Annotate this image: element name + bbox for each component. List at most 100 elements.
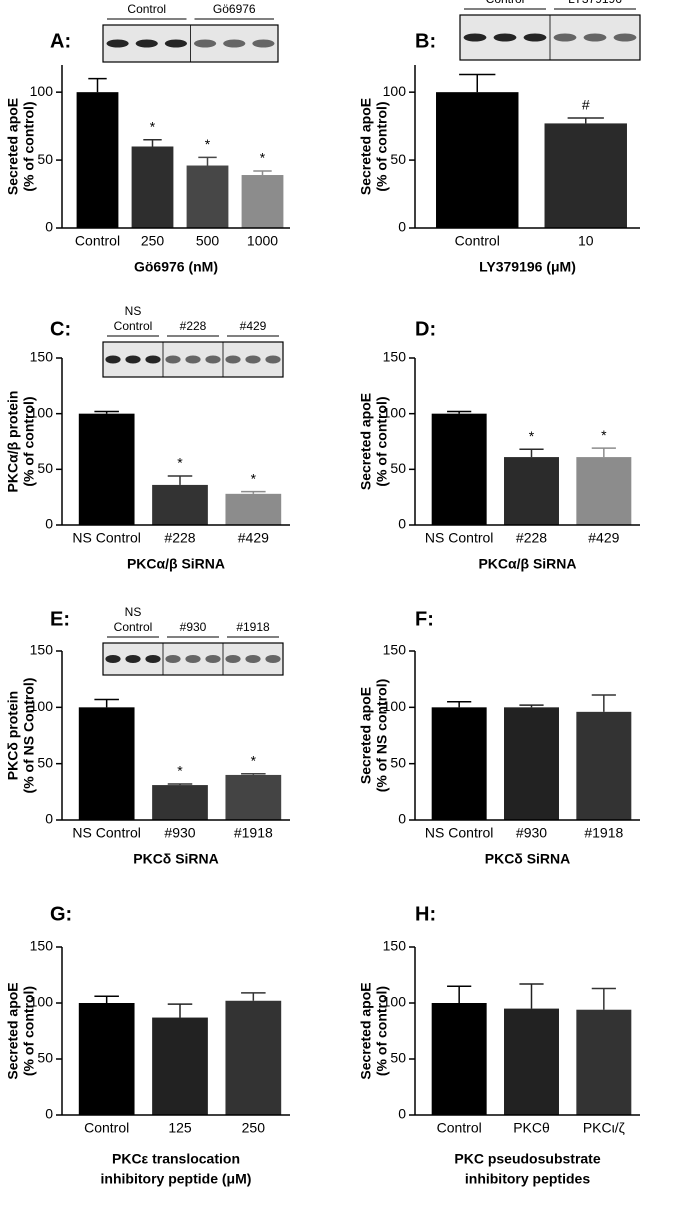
y-axis-label: (% of control) [374, 396, 390, 486]
y-axis-label: Secreted apoE [5, 98, 21, 195]
bar [576, 457, 632, 525]
error-bar [167, 475, 193, 485]
x-tick-label: #1918 [234, 825, 273, 841]
y-tick-label: 100 [383, 698, 407, 714]
y-tick-label: 0 [398, 219, 406, 235]
blot-label: Control [127, 2, 166, 16]
x-tick-label: 1000 [247, 233, 278, 249]
y-tick-label: 100 [30, 994, 54, 1010]
x-tick-label: 250 [141, 233, 165, 249]
panel-label: D: [415, 318, 436, 340]
y-tick-label: 50 [37, 1050, 53, 1066]
blot-band [105, 355, 121, 364]
chart-panel: G: 0 50 100 150 Secreted apoE (% of control) Co… [5, 903, 290, 1187]
significance-mark: * [177, 763, 183, 779]
error-bar [253, 170, 272, 176]
error-bar [94, 698, 119, 708]
error-bar [447, 700, 472, 708]
x-tick-label: #930 [516, 825, 547, 841]
y-axis-label: (% of control) [21, 986, 37, 1076]
error-bar [167, 783, 193, 786]
x-tick-label: PKCι/ζ [583, 1120, 625, 1136]
blot-band [135, 39, 158, 48]
blot-band [245, 655, 261, 663]
bar [78, 413, 135, 525]
x-axis-label: Gö6976 (nM) [134, 259, 218, 275]
blot-band [265, 655, 281, 663]
bar [576, 1009, 632, 1115]
panel-label: A: [50, 30, 71, 52]
y-axis-label: Secreted apoE [5, 982, 21, 1079]
x-tick-label: #1918 [584, 825, 623, 841]
blot-band [225, 655, 241, 663]
x-tick-label: NS Control [72, 530, 140, 546]
blot-band [252, 39, 275, 48]
x-axis-label: PKCδ SiRNA [485, 851, 571, 867]
x-tick-label: Control [75, 233, 120, 249]
x-tick-label: NS Control [425, 530, 493, 546]
y-axis-label: (% of control) [374, 101, 390, 191]
bar [225, 493, 282, 525]
blot-band [165, 655, 181, 663]
y-tick-label: 150 [383, 642, 407, 658]
x-tick-label: #429 [238, 530, 269, 546]
y-tick-label: 150 [30, 349, 54, 365]
blot-band [265, 355, 281, 364]
blot-band [553, 33, 577, 42]
blot-band [205, 655, 221, 663]
y-axis-label: (% of control) [21, 396, 37, 486]
blot-band [105, 655, 121, 663]
y-tick-label: 0 [45, 811, 53, 827]
blot-label: Control [486, 0, 525, 6]
y-axis-label: Secreted apoE [358, 98, 374, 195]
y-tick-label: 0 [45, 1106, 53, 1122]
blot-band [523, 33, 547, 42]
chart-panel: B: 0 50 100 Secreted apoE (% of control) Contr… [358, 0, 641, 275]
significance-mark: * [205, 136, 211, 152]
blot-label: Control [114, 319, 153, 333]
blot-band [145, 355, 161, 364]
error-bar [167, 1003, 193, 1018]
bar [504, 1008, 559, 1115]
blot-band [223, 39, 246, 48]
y-tick-label: 100 [30, 83, 54, 99]
chart-panel: F: 0 50 100 150 Secreted apoE (% of NS control… [358, 608, 640, 867]
bar [225, 1000, 282, 1115]
blot-band [205, 355, 221, 364]
x-axis-label: inhibitory peptides [465, 1171, 590, 1187]
error-bar [519, 448, 544, 458]
y-axis-label: (% of control) [374, 986, 390, 1076]
blot-band [185, 355, 201, 364]
y-tick-label: 100 [383, 404, 407, 420]
y-tick-label: 0 [398, 811, 406, 827]
y-tick-label: 0 [398, 516, 406, 532]
x-tick-label: #930 [164, 825, 195, 841]
y-tick-label: 150 [383, 349, 407, 365]
blot-label: #228 [180, 319, 207, 333]
y-axis-label: (% of control) [21, 101, 37, 191]
western-blot: Control Gö6976 [102, 2, 279, 63]
significance-mark: * [601, 427, 607, 443]
error-bar [241, 490, 266, 494]
blot-label: NS [125, 304, 142, 318]
bar [576, 711, 632, 820]
x-axis-label: PKCα/β SiRNA [478, 556, 576, 572]
y-tick-label: 150 [30, 642, 54, 658]
error-bar [241, 992, 266, 1001]
y-axis-label: Secreted apoE [358, 982, 374, 1079]
error-bar [459, 73, 496, 93]
panel-label: B: [415, 30, 436, 52]
chart-panel: E: 0 50 100 150 PKCδ protein (% of NS Control)… [5, 605, 290, 867]
bar [431, 1003, 487, 1115]
x-tick-label: PKCθ [513, 1120, 550, 1136]
y-tick-label: 150 [383, 938, 407, 954]
blot-label: LY379196 [568, 0, 622, 6]
x-tick-label: 125 [168, 1120, 192, 1136]
panel-label: C: [50, 318, 71, 340]
x-axis-label: PKCα/β SiRNA [127, 556, 225, 572]
x-tick-label: #228 [164, 530, 195, 546]
error-bar [88, 77, 107, 93]
blot-band [613, 33, 637, 42]
blot-band [106, 39, 129, 48]
error-bar [241, 773, 266, 775]
